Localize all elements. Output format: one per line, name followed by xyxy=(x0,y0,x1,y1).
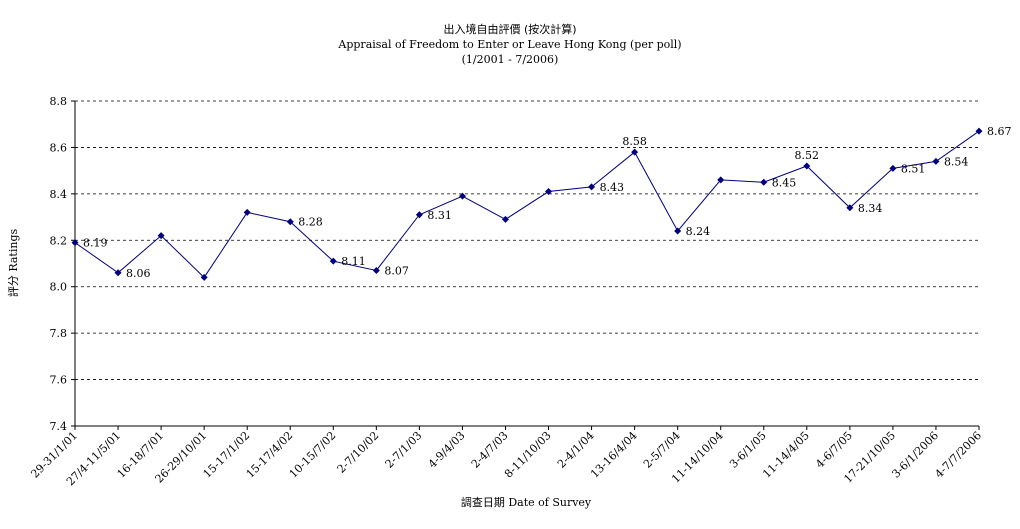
data-label: 8.19 xyxy=(83,237,108,250)
x-tick-label: 11-14/4/05 xyxy=(760,429,812,481)
x-tick-label: 2-7/10/02 xyxy=(335,429,382,476)
x-tick-label: 2-7/1/03 xyxy=(383,429,425,471)
y-tick-label: 7.6 xyxy=(50,374,68,387)
data-point-marker xyxy=(631,148,639,156)
data-label: 8.31 xyxy=(427,209,452,222)
series-group xyxy=(71,127,983,281)
data-point-marker xyxy=(243,208,251,216)
data-point-marker xyxy=(114,269,122,277)
data-point-marker xyxy=(329,257,337,265)
chart-subtitle: Appraisal of Freedom to Enter or Leave H… xyxy=(338,38,682,51)
chart-subtitle-period: (1/2001 - 7/2006) xyxy=(461,53,559,66)
x-tick-label: 10-15/7/02 xyxy=(287,429,339,481)
data-labels: 8.19 8.06 8.28 8.11 8.07 8.31 8.43 8.58 8.24 8.45… xyxy=(83,125,1012,280)
data-point-marker xyxy=(372,266,380,274)
data-label: 8.43 xyxy=(600,181,625,194)
data-label: 8.58 xyxy=(622,135,647,148)
data-point-marker xyxy=(674,227,682,235)
axes xyxy=(71,100,980,430)
data-point-marker xyxy=(286,218,294,226)
data-point-marker xyxy=(588,183,596,191)
x-tick-labels: 29-31/1/0127/4-11/5/0116-18/7/0126-29/10… xyxy=(28,429,984,488)
data-label: 8.51 xyxy=(901,162,926,175)
data-point-marker xyxy=(415,211,423,219)
data-label: 8.24 xyxy=(686,225,711,238)
data-label: 8.67 xyxy=(987,125,1012,138)
data-point-marker xyxy=(803,162,811,170)
data-point-marker xyxy=(717,176,725,184)
y-tick-labels: 7.4 7.6 7.8 8.0 8.2 8.4 8.6 8.8 xyxy=(50,95,68,433)
data-point-marker xyxy=(501,215,509,223)
data-label: 8.28 xyxy=(298,216,323,229)
data-point-marker xyxy=(975,127,983,135)
y-tick-label: 7.8 xyxy=(50,327,68,340)
data-label: 8.34 xyxy=(858,202,883,215)
data-point-marker xyxy=(157,232,165,240)
grid-lines xyxy=(75,100,979,380)
data-label: 8.52 xyxy=(795,149,820,162)
series-line xyxy=(74,130,980,279)
y-tick-label: 8.8 xyxy=(50,95,68,108)
x-axis-label: 調查日期 Date of Survey xyxy=(461,495,592,509)
chart-title-block: 出入境自由評價 (按次計算) Appraisal of Freedom to E… xyxy=(0,22,1020,67)
data-label: 8.11 xyxy=(341,255,366,268)
x-tick-label: 8-11/10/03 xyxy=(502,429,554,481)
data-label: 8.45 xyxy=(772,176,797,189)
x-tick-label: 2-5/7/04 xyxy=(641,429,683,471)
y-tick-label: 7.4 xyxy=(50,420,68,433)
y-tick-label: 8.4 xyxy=(50,188,68,201)
x-tick-label: 2-4/1/04 xyxy=(555,429,597,471)
data-point-marker xyxy=(889,164,897,172)
data-point-marker xyxy=(458,192,466,200)
y-tick-label: 8.2 xyxy=(50,234,68,247)
data-point-marker xyxy=(932,157,940,165)
x-tick-label: 4-7/7/2006 xyxy=(932,429,984,481)
x-tick-label: 2-4/7/03 xyxy=(469,429,511,471)
data-point-marker xyxy=(200,273,208,281)
y-axis-label: 評分 Ratings xyxy=(6,229,20,298)
x-tick-label: 13-16/4/04 xyxy=(588,429,640,481)
x-tick-label: 4-6/7/05 xyxy=(813,429,855,471)
y-tick-label: 8.0 xyxy=(50,281,68,294)
data-point-marker xyxy=(846,204,854,212)
data-point-marker xyxy=(545,188,553,196)
data-label: 8.07 xyxy=(384,264,409,277)
data-label: 8.06 xyxy=(126,267,151,280)
data-label: 8.54 xyxy=(944,155,969,168)
x-tick-label: 3-6/1/05 xyxy=(727,429,769,471)
data-point-marker xyxy=(71,239,79,247)
data-point-marker xyxy=(760,178,768,186)
chart-title: 出入境自由評價 (按次計算) xyxy=(443,23,577,36)
x-tick-label: 4-9/4/03 xyxy=(426,429,468,471)
y-tick-label: 8.6 xyxy=(50,141,68,154)
